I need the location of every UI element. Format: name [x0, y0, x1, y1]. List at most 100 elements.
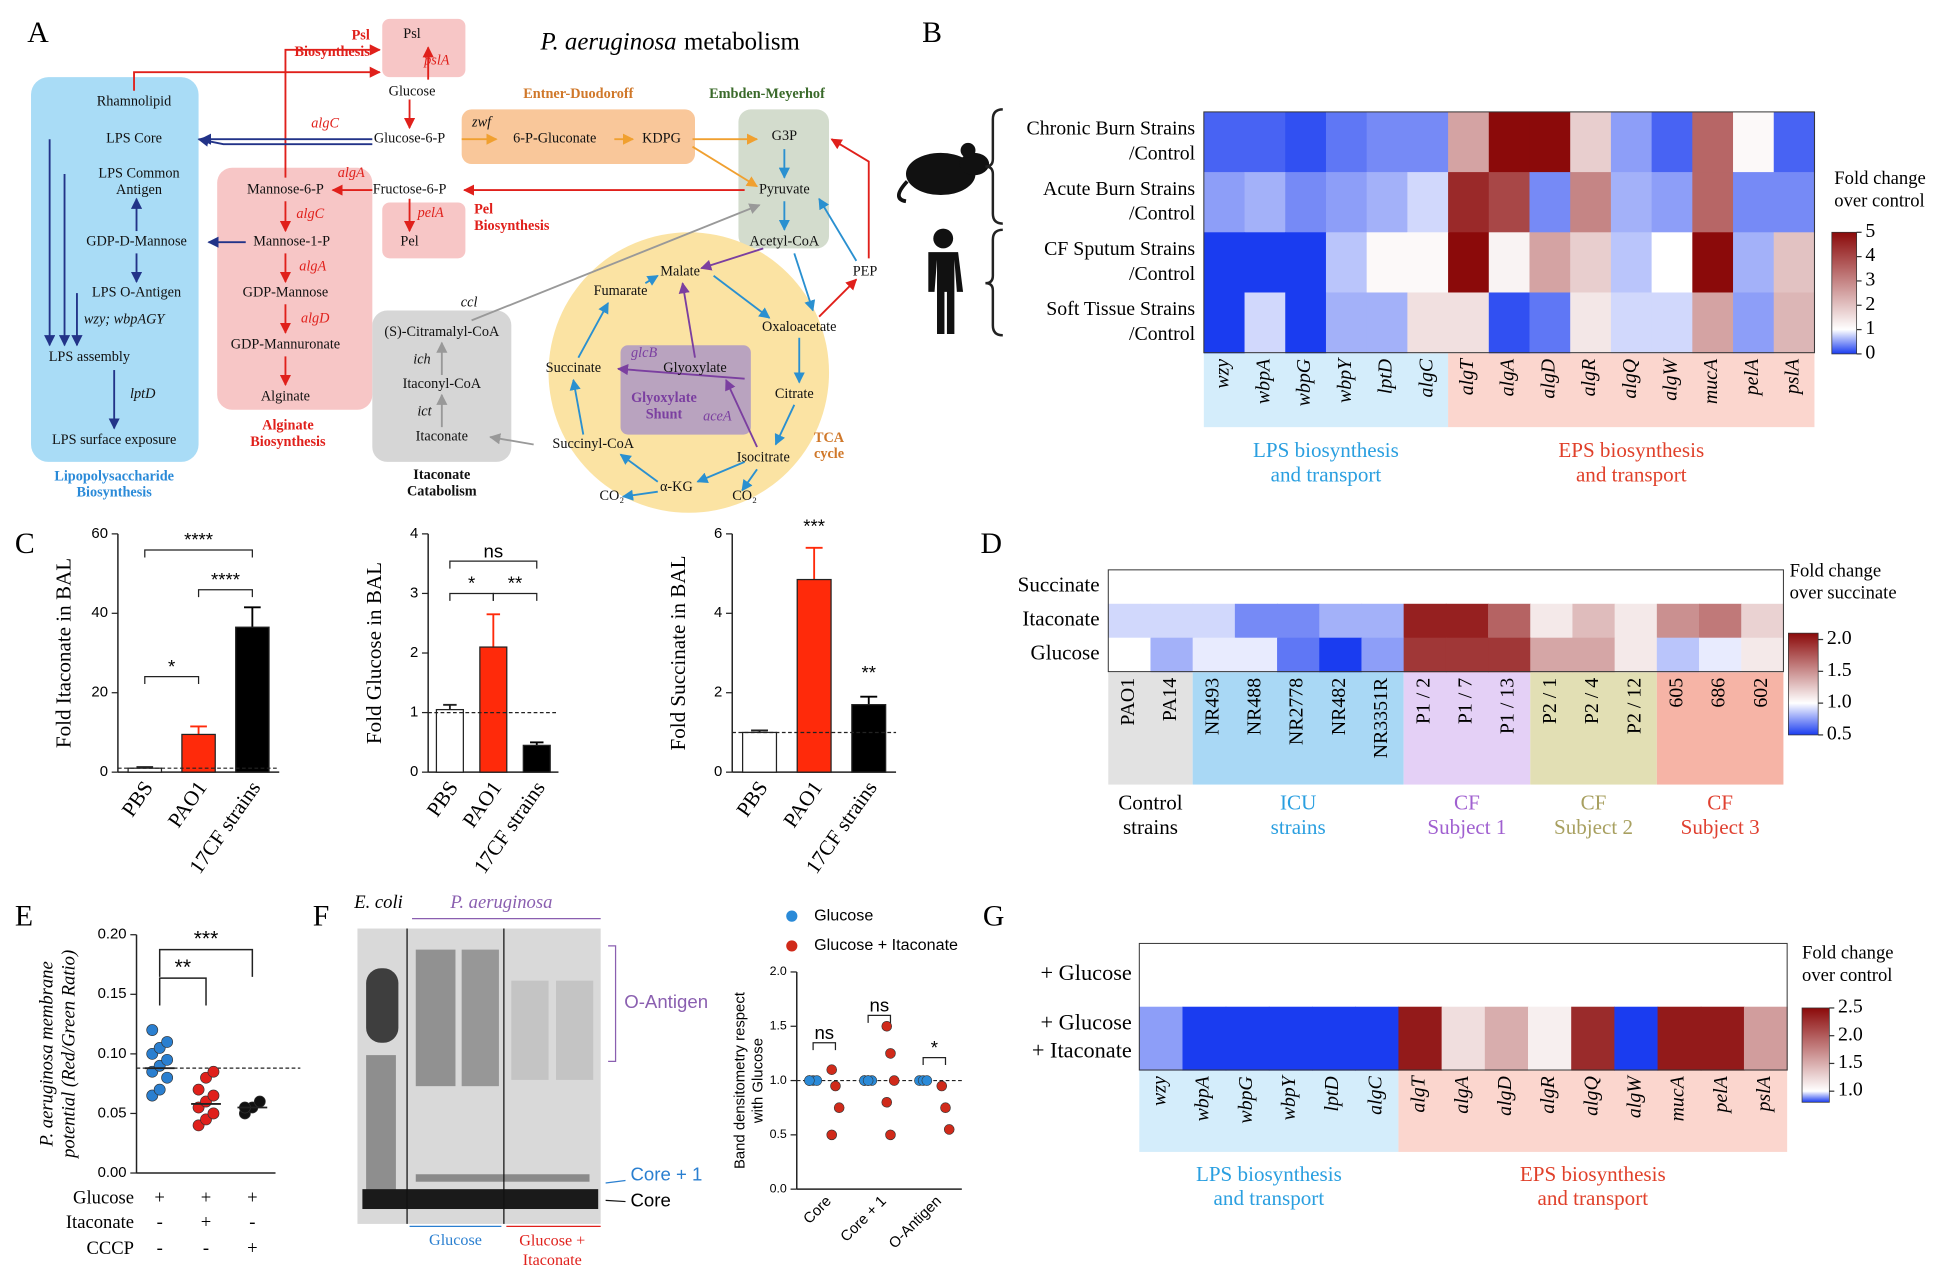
- y-tick-label: 4: [410, 526, 418, 542]
- node-label: pelA: [417, 205, 444, 221]
- x-tick-label: Core + 1: [838, 1193, 890, 1245]
- heatmap-cell: [1651, 292, 1693, 354]
- group-label-line: Subject 3: [1681, 815, 1760, 839]
- x-tick-label: PBS: [117, 776, 158, 820]
- panel-label: E: [15, 899, 33, 932]
- heatmap-cell: [1325, 292, 1368, 354]
- heatmap-cell: [1325, 111, 1368, 173]
- x-tick-label: Core: [801, 1193, 835, 1227]
- heatmap-cell: [1488, 603, 1531, 639]
- arrow: [621, 489, 658, 501]
- column-label: wbpY: [1334, 357, 1356, 403]
- heatmap-cell: [1403, 637, 1447, 673]
- diagram-title: P. aeruginosa metabolism: [540, 28, 800, 55]
- node-label: (S)-Citramalyl-CoA: [384, 324, 500, 340]
- arrow: [616, 364, 745, 380]
- y-tick-label: 60: [91, 526, 108, 542]
- colorbar-title: Fold change over control: [1834, 168, 1925, 211]
- band-label: O-Antigen: [624, 991, 708, 1012]
- heatmap-cell: [1244, 232, 1286, 294]
- significance-bracket: [492, 592, 538, 601]
- heatmap-cell: [1203, 111, 1246, 173]
- y-axis-label-line: P. aeruginosa membrane: [37, 961, 58, 1147]
- node-label: Glucose: [389, 83, 436, 99]
- data-point: [161, 1036, 174, 1048]
- arrow: [644, 274, 659, 286]
- column-label: algT: [1408, 1074, 1430, 1112]
- heatmap-cell: [1398, 1006, 1443, 1071]
- group-label-line: Subject 2: [1554, 815, 1633, 839]
- significance-label: *: [168, 656, 175, 677]
- heatmap-cell: [1614, 603, 1658, 639]
- title-rest: metabolism: [684, 28, 800, 55]
- colorbar-title-line: over control: [1834, 191, 1924, 212]
- group-band: [1448, 352, 1815, 428]
- heatmap-cell: [1741, 569, 1785, 605]
- heatmap-cell: [1150, 569, 1194, 605]
- heatmap-cell: [1692, 232, 1734, 294]
- group-label-line: CF: [1581, 791, 1607, 815]
- heatmap-cell: [1484, 943, 1529, 1008]
- bar: [235, 626, 270, 773]
- heatmap-cell: [1225, 1006, 1270, 1071]
- arrow: [700, 247, 764, 271]
- heatmap-cell: [1571, 1006, 1616, 1071]
- row-label: + Glucose: [1041, 960, 1132, 985]
- data-point: [161, 1053, 174, 1066]
- node-label: LPS Common Antigen: [98, 166, 179, 198]
- node-label: algC: [296, 206, 324, 222]
- row-label: CF Sputum Strains/Control: [1044, 238, 1196, 285]
- row-label-line: /Control: [1129, 142, 1196, 164]
- heatmap-cell: [1692, 172, 1734, 233]
- heatmap-cell: [1448, 172, 1490, 233]
- row-label: Soft Tissue Strains/Control: [1046, 298, 1195, 345]
- data-point: [830, 1080, 841, 1092]
- heatmap-cell: [1773, 172, 1816, 233]
- column-label: pelA: [1741, 358, 1763, 397]
- node-label: algC: [311, 116, 339, 132]
- significance-label: ns: [814, 1022, 834, 1043]
- heatmap-cell: [1244, 292, 1286, 354]
- node-label: Acetyl-CoA: [749, 234, 819, 250]
- group-label-line: EPS biosynthesis: [1558, 438, 1704, 462]
- colorbar: [1788, 632, 1819, 736]
- y-axis-label-line: with Glucose: [750, 1038, 766, 1124]
- heatmap-cell: [1484, 1006, 1529, 1071]
- heatmap-cell: [1529, 111, 1571, 173]
- heatmap-cell: [1277, 569, 1320, 605]
- heatmap-cell: [1488, 111, 1531, 173]
- column-label: algW: [1624, 1074, 1646, 1118]
- node-label: CO₂: [732, 488, 757, 504]
- gel-band: [362, 1189, 599, 1210]
- heatmap-cell: [1692, 292, 1734, 354]
- y-tick-label: 0: [100, 764, 108, 780]
- colorbar-tick-label: 5: [1865, 220, 1875, 242]
- group-label-line: and transport: [1214, 1186, 1325, 1210]
- colorbar-tick-label: 1.5: [1838, 1051, 1863, 1073]
- node-label: zwf: [471, 114, 493, 130]
- data-point: [940, 1102, 951, 1113]
- heatmap-cell: [1312, 1006, 1356, 1071]
- bracket: [608, 945, 617, 1062]
- arrow: [713, 274, 771, 319]
- heatmap-cell: [1488, 637, 1531, 673]
- group-label-line: LPS biosynthesis: [1196, 1162, 1342, 1186]
- colorbar-tick-label: 1.5: [1827, 659, 1852, 681]
- heatmap-cell: [1657, 943, 1702, 1008]
- column-label: wbpG: [1235, 1076, 1257, 1123]
- y-tick-label: 0.10: [98, 1046, 127, 1062]
- mouse-icon: [897, 142, 990, 204]
- heatmap-cell: [1225, 943, 1270, 1008]
- significance-bracket: [197, 589, 253, 598]
- y-axis-label-line: Band densitometry respect: [733, 991, 749, 1169]
- node-label: Malate: [660, 263, 700, 279]
- condition-value: +: [201, 1187, 212, 1208]
- group-band: [1656, 671, 1784, 785]
- column-label: algR: [1537, 1076, 1559, 1113]
- group-band: [1108, 671, 1193, 785]
- row-label: Chronic Burn Strains/Control: [1026, 117, 1195, 164]
- x-tick-label: PAO1: [163, 776, 212, 831]
- arrow: [197, 135, 373, 147]
- gel-smear: [461, 949, 499, 1087]
